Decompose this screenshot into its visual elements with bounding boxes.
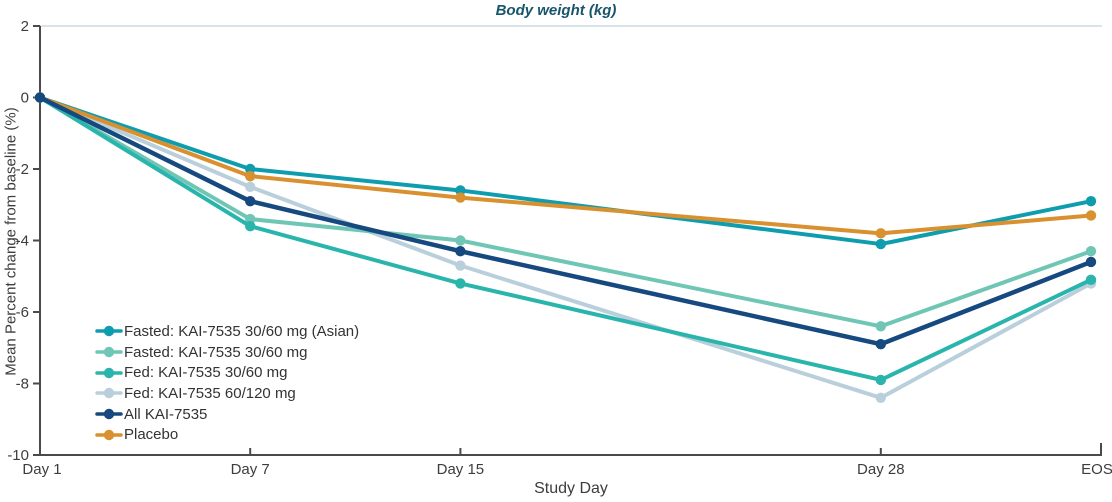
- y-tick-label: -10: [7, 447, 29, 464]
- legend-line-marker-icon: [95, 388, 123, 399]
- x-tick-label: Day 15: [437, 461, 485, 478]
- series-fasted-kai-7535-30-60-mg: [34, 92, 1097, 332]
- data-point: [875, 238, 886, 250]
- data-point: [455, 260, 466, 271]
- data-point: [875, 392, 886, 403]
- legend-item-label: Fed: KAI-7535 30/60 mg: [124, 364, 288, 382]
- legend-line-marker-icon: [95, 346, 123, 358]
- series-line: [38, 95, 1093, 247]
- legend-item: Fed: KAI-7535 60/120 mg: [95, 383, 359, 404]
- y-tick-label: 2: [21, 18, 29, 35]
- legend: Fasted: KAI-7535 30/60 mg (Asian) Fasted:…: [95, 321, 359, 445]
- legend-item-label: Fed: KAI-7535 60/120 mg: [124, 384, 296, 402]
- legend-item-label: Fasted: KAI-7535 30/60 mg (Asian): [124, 322, 360, 340]
- series-line: [38, 95, 1093, 329]
- legend-item: Placebo: [95, 424, 359, 445]
- legend-line-marker-icon: [95, 429, 123, 440]
- data-point: [245, 181, 256, 193]
- x-axis-label: Study Day: [534, 480, 608, 497]
- data-point: [245, 213, 256, 225]
- legend-line-marker-icon: [95, 367, 123, 378]
- data-point: [455, 278, 466, 289]
- legend-item-label: All KAI-7535: [124, 405, 208, 423]
- legend-item: Fasted: KAI-7535 30/60 mg: [95, 342, 359, 363]
- series-fed-kai-7535-30-60-mg: [34, 92, 1097, 386]
- data-point: [245, 195, 256, 207]
- y-tick-label: -2: [16, 161, 29, 178]
- y-tick-label: -8: [16, 376, 29, 393]
- data-point: [1085, 274, 1097, 286]
- data-point: [455, 246, 466, 257]
- legend-item-label: Placebo: [124, 426, 179, 444]
- x-tick-label: Day 1: [22, 461, 61, 478]
- data-point: [245, 221, 256, 232]
- legend-line-marker-icon: [95, 408, 123, 420]
- legend-item: Fed: KAI-7535 30/60 mg: [95, 362, 359, 383]
- legend-item: All KAI-7535: [95, 404, 359, 425]
- data-point: [1085, 256, 1097, 268]
- legend-item-label: Fasted: KAI-7535 30/60 mg: [124, 343, 308, 361]
- data-point: [875, 228, 886, 239]
- x-tick-label: EOS: [1081, 461, 1112, 478]
- data-point: [875, 321, 886, 332]
- y-tick-label: -6: [16, 304, 29, 321]
- series-all-kai-7535: [34, 92, 1097, 350]
- data-point: [1085, 195, 1097, 207]
- series-placebo: [34, 92, 1097, 239]
- chart-title: Body weight (kg): [495, 2, 617, 19]
- data-point: [455, 185, 466, 196]
- data-point: [875, 338, 886, 350]
- legend-item: Fasted: KAI-7535 30/60 mg (Asian): [95, 321, 359, 342]
- data-point: [34, 92, 46, 103]
- data-point: [875, 374, 886, 386]
- data-point: [1085, 246, 1097, 257]
- y-tick-label: -4: [16, 233, 29, 250]
- data-point: [455, 235, 466, 246]
- series-fasted-kai-7535-30-60-mg-asian: [34, 92, 1097, 250]
- legend-line-marker-icon: [95, 326, 123, 337]
- data-point: [245, 163, 256, 175]
- data-point: [1085, 210, 1097, 221]
- x-tick-label: Day 7: [231, 461, 270, 478]
- data-point: [455, 192, 466, 203]
- x-tick-label: Day 28: [857, 461, 905, 478]
- y-tick-label: 0: [21, 90, 29, 107]
- data-point: [245, 170, 256, 182]
